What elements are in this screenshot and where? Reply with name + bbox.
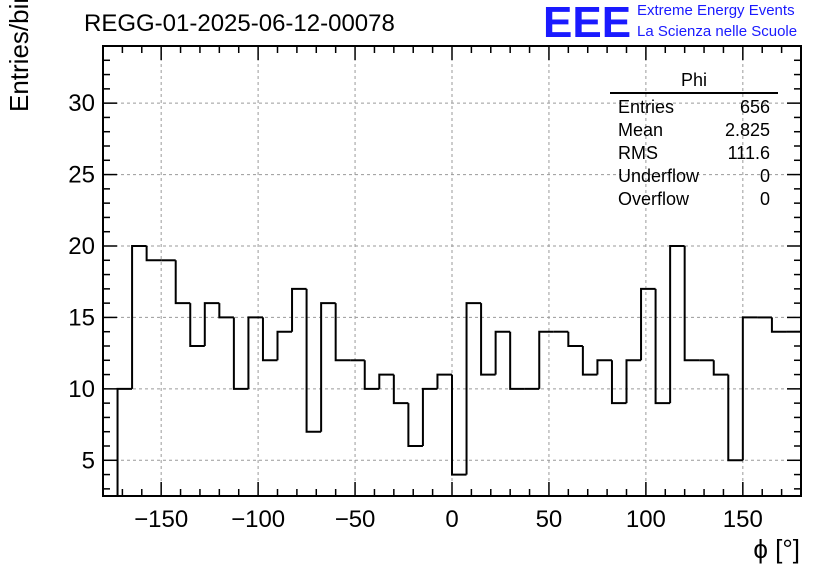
histogram-bin — [770, 317, 787, 333]
histogram-bin — [494, 330, 511, 375]
histogram-bin — [116, 387, 133, 496]
histogram-bin — [203, 302, 220, 346]
chart-title: REGG-01-2025-06-12-00078 — [84, 10, 395, 37]
stats-label: Underflow — [618, 166, 700, 186]
histogram-bin — [305, 288, 322, 433]
histogram-bin — [625, 359, 642, 404]
logo-line-2: La Scienza nelle Scuole — [637, 23, 798, 40]
histogram-bin — [276, 330, 293, 361]
histogram-bin — [247, 316, 263, 389]
stats-label: Entries — [618, 97, 675, 117]
histogram-bin — [567, 331, 583, 347]
x-tick-label: −150 — [134, 506, 188, 533]
stats-label: Mean — [618, 120, 664, 140]
stats-value: 656 — [739, 97, 770, 117]
histogram-bin — [218, 303, 234, 319]
histogram-bin — [538, 330, 554, 389]
histogram-bin — [581, 346, 598, 376]
stats-label: Overflow — [618, 189, 690, 209]
stats-row: Underflow 0 — [610, 165, 778, 188]
histogram-bin — [669, 245, 685, 404]
histogram-bin — [407, 403, 423, 447]
y-tick-label: 30 — [68, 90, 95, 117]
stats-value: 0 — [759, 166, 770, 186]
axes — [102, 45, 802, 497]
histogram-bin — [189, 303, 205, 347]
histogram-bin — [392, 374, 409, 405]
histogram-bin — [334, 303, 351, 362]
stats-label: RMS — [618, 143, 658, 163]
grid-lines — [103, 46, 801, 496]
histogram-bin — [465, 302, 482, 475]
eee-logo-icon: EEE — [543, 0, 632, 47]
y-tick-label: 25 — [68, 162, 95, 189]
histogram-bin — [610, 360, 627, 405]
logo-line-1: Extreme Energy Events — [637, 2, 795, 19]
histogram-bars — [116, 245, 802, 496]
histogram-bin — [509, 331, 525, 390]
histogram-bin — [378, 373, 394, 389]
stats-title: Phi — [610, 70, 778, 94]
x-tick-label: 150 — [723, 506, 763, 533]
histogram-bin — [640, 287, 656, 361]
stats-box: Phi Entries 656 Mean 2.825 RMS 111.6 Underf… — [610, 70, 778, 211]
x-tick-label: 100 — [626, 506, 666, 533]
stats-row: RMS 111.6 — [610, 142, 778, 165]
histogram-bin — [131, 245, 147, 389]
y-tick-label: 15 — [68, 304, 95, 331]
histogram-bin — [712, 360, 729, 376]
histogram-bin — [421, 387, 438, 446]
x-tick-label: −100 — [231, 506, 285, 533]
histogram-bin — [291, 287, 307, 332]
y-tick-label: 20 — [68, 233, 95, 260]
x-tick-label: −50 — [335, 506, 376, 533]
stats-row: Entries 656 — [610, 96, 778, 119]
x-tick-label: 50 — [536, 506, 563, 533]
histogram-bin — [320, 302, 336, 432]
histogram-bin — [261, 317, 278, 362]
histogram-bin — [363, 360, 380, 390]
histogram-bin — [145, 246, 162, 262]
x-tick-label: 0 — [445, 506, 458, 533]
histogram-bin — [436, 373, 452, 389]
stats-value: 2.825 — [724, 120, 770, 140]
histogram-bin — [232, 317, 249, 390]
x-axis-label: ϕ [°] — [753, 534, 800, 564]
histogram-bin — [727, 374, 743, 462]
histogram-bin — [480, 303, 496, 376]
histogram-bin — [174, 260, 191, 305]
stats-row: Overflow 0 — [610, 188, 778, 211]
histogram-bin — [654, 288, 671, 405]
histogram-bin — [451, 374, 467, 476]
histogram-bin — [683, 246, 700, 362]
histogram-bin — [596, 359, 612, 375]
y-tick-label: 10 — [68, 376, 95, 403]
stats-value: 0 — [759, 189, 770, 209]
tick-labels: −150 −100 −50 0 50 100 150 5 10 15 20 25 30 — [68, 90, 763, 533]
stats-value: 111.6 — [727, 143, 770, 163]
stats-row: Mean 2.825 — [610, 119, 778, 142]
y-tick-label: 5 — [82, 447, 95, 474]
histogram-bin — [741, 316, 758, 461]
